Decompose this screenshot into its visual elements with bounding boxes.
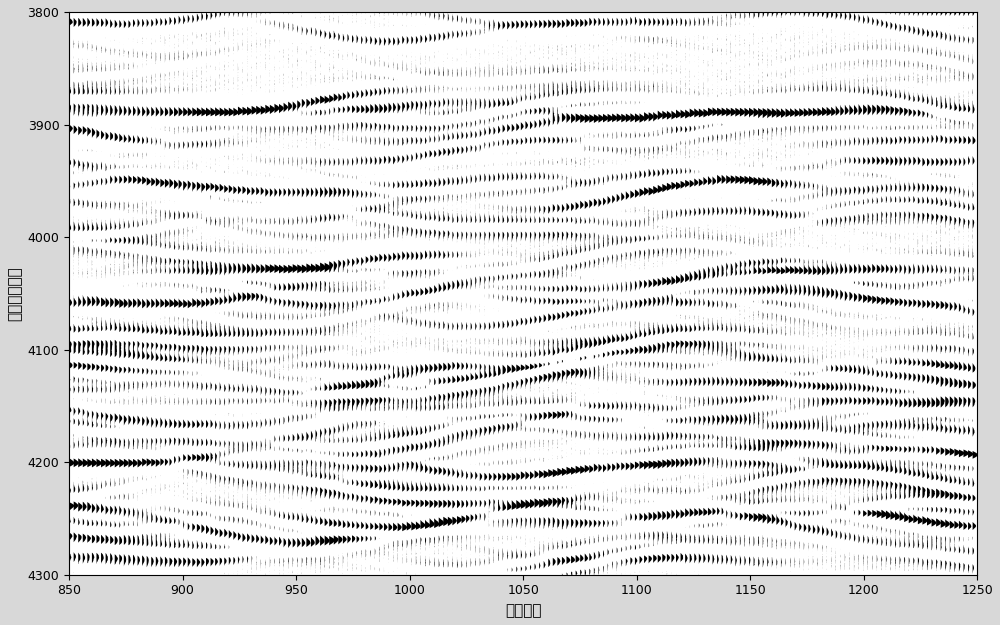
- X-axis label: 纵线道号: 纵线道号: [505, 603, 541, 618]
- Y-axis label: 时间（毫秒）: 时间（毫秒）: [7, 266, 22, 321]
